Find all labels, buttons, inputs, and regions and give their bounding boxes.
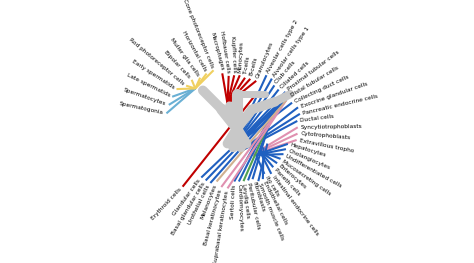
Text: T-cells: T-cells	[243, 56, 251, 75]
Text: Cone photoreceptor cells: Cone photoreceptor cells	[182, 0, 215, 69]
Text: Intestinal endocrine cells: Intestinal endocrine cells	[271, 175, 319, 236]
Text: Proximal tubular cells: Proximal tubular cells	[286, 50, 340, 92]
Text: Cardiomyocytes: Cardiomyocytes	[237, 184, 243, 232]
Text: Alveolar cells type 1: Alveolar cells type 1	[272, 26, 310, 78]
Text: Granulocytes: Granulocytes	[255, 41, 274, 79]
Text: Spermatocytes: Spermatocytes	[123, 87, 167, 106]
Text: Ductal cells: Ductal cells	[300, 114, 335, 123]
Text: Club cells: Club cells	[274, 60, 297, 85]
Text: Mucosecreting cells: Mucosecreting cells	[282, 158, 332, 196]
Text: Paneth cells: Paneth cells	[273, 168, 301, 197]
Text: Muller glia cells: Muller glia cells	[169, 37, 201, 77]
Text: Horizontal cells: Horizontal cells	[181, 30, 208, 72]
Text: Rod photoreceptor cells: Rod photoreceptor cells	[128, 37, 185, 86]
Text: Basal glandular cells: Basal glandular cells	[171, 181, 206, 236]
Text: Basal keratinocytes: Basal keratinocytes	[203, 189, 223, 246]
Text: Melanocytes: Melanocytes	[200, 183, 218, 220]
Text: Glandular cells: Glandular cells	[172, 178, 201, 217]
Text: Sertoli cells: Sertoli cells	[230, 184, 237, 219]
Text: Cholangiocytes: Cholangiocytes	[288, 148, 331, 170]
Text: Fibroblasts: Fibroblasts	[251, 181, 265, 213]
Text: Syncytiotrophoblasts: Syncytiotrophoblasts	[301, 124, 362, 130]
Text: Macrophages: Macrophages	[209, 32, 224, 71]
Text: Alveolar cells type 2: Alveolar cells type 2	[265, 19, 299, 74]
Text: Erythroid cells: Erythroid cells	[150, 187, 182, 221]
Text: Ito cells: Ito cells	[264, 175, 280, 197]
Text: Pancreatic endocrine cells: Pancreatic endocrine cells	[302, 93, 378, 116]
Text: Suprabasal keratinocytes: Suprabasal keratinocytes	[213, 191, 229, 263]
Text: Monocytes: Monocytes	[237, 41, 244, 73]
Text: B-cells: B-cells	[248, 57, 258, 77]
Text: Exocrine glandular cells: Exocrine glandular cells	[300, 81, 368, 109]
Text: Smooth muscle cells: Smooth muscle cells	[257, 183, 284, 241]
Text: Enterocytes: Enterocytes	[278, 163, 308, 190]
Text: Kupffer cells: Kupffer cells	[229, 36, 237, 73]
Text: Hofbauer cells: Hofbauer cells	[219, 31, 231, 73]
Text: Late spermatids: Late spermatids	[126, 72, 171, 98]
Text: Urothelial cells: Urothelial cells	[188, 184, 211, 226]
Text: Extravillous tropho: Extravillous tropho	[299, 138, 354, 154]
Text: Spermatogonia: Spermatogonia	[119, 101, 164, 115]
Text: Early spermatids: Early spermatids	[131, 58, 175, 90]
Text: Peritubular cells: Peritubular cells	[246, 183, 261, 230]
Text: Undifferentiated cells: Undifferentiated cells	[285, 153, 343, 188]
Text: Ciliated cells: Ciliated cells	[279, 60, 310, 89]
Text: Endothelial cells: Endothelial cells	[262, 180, 288, 226]
Text: Distal tubular cells: Distal tubular cells	[290, 65, 340, 98]
Text: Leydig cells: Leydig cells	[241, 184, 251, 219]
Text: Collecting duct cells: Collecting duct cells	[293, 74, 349, 104]
Text: Cytotrophoblasts: Cytotrophoblasts	[300, 132, 350, 141]
Text: Bipolar cells: Bipolar cells	[164, 50, 191, 79]
Text: Hepatocytes: Hepatocytes	[290, 142, 327, 158]
